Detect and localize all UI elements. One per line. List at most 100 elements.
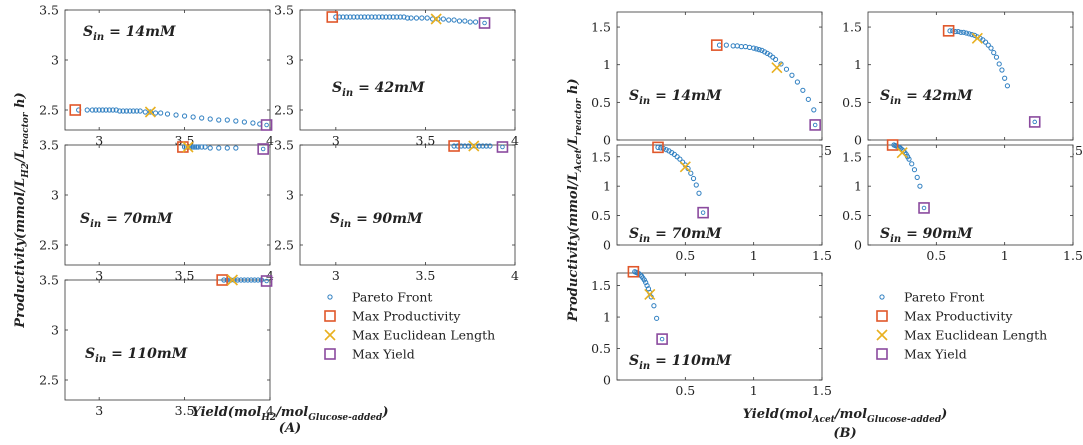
max-yield-marker [478,17,491,29]
pareto-point [96,107,102,113]
axes-box [616,11,823,141]
pareto-point [372,14,378,20]
y-tick-label: 1 [603,179,611,194]
pareto-point [906,156,912,162]
pareto-point [221,277,227,283]
pareto-point [358,14,364,20]
x-tick-label: 0.5 [926,248,946,263]
pareto-point [472,19,479,25]
x-tick-label: 3.5 [415,133,435,148]
max-productivity-marker [942,25,955,37]
x-tick-label: 3 [95,268,103,283]
x-tick-label: 4 [511,268,519,283]
pareto-point [181,113,188,119]
pareto-point [164,111,171,117]
legend-max-euclidean-label: Max Euclidean Length [904,328,1047,343]
x-tick-label: 1 [750,248,758,263]
pareto-point [764,50,770,57]
pareto-point [783,66,790,72]
pareto-point [181,144,188,150]
pareto-point [655,144,661,150]
pareto-point [1004,83,1011,89]
pareto-point [241,277,247,283]
pareto-point [340,14,346,20]
pareto-point [963,30,970,36]
y-tick-label: 0.5 [842,208,862,223]
pareto-point [958,29,964,35]
pareto-point [245,277,251,283]
pareto-point [252,277,258,283]
max-yield-marker [257,143,269,155]
legend-max-yield-label: Max Yield [904,347,967,362]
max-euclidean-marker [971,32,983,44]
pareto-point [158,110,164,116]
x-tick-label: 1.5 [812,383,832,398]
pareto-point [483,143,489,149]
pareto-point [996,61,1002,67]
pareto-point [1002,75,1008,81]
y-tick-label: 0 [603,133,611,148]
pareto-point [778,61,784,67]
subplot-b4: 0.5 1 1.5 0 0.5 1 1.5 Sin​ = 90mM [842,139,1083,263]
y-tick-label: 2.5 [39,238,59,253]
pareto-point [462,18,468,24]
pareto-point [117,108,123,114]
pareto-point [190,114,196,120]
x-tick-label: 1.5 [812,248,832,263]
pareto-point [84,107,90,113]
y-tick-label: 2.5 [274,238,294,253]
axes-box [64,144,271,266]
panel-label-a: (A) [279,421,301,436]
pareto-point [456,18,463,24]
pareto-point [192,144,198,150]
y-tick-label: 1 [603,310,611,325]
legend-pareto-marker [879,294,885,300]
pareto-point [985,42,991,48]
pareto-point [120,108,126,114]
pareto-point [248,277,254,283]
max-yield-inner-point [921,205,927,211]
x-tick-label: 4 [266,403,274,418]
legend-max-euclidean-marker [876,329,888,341]
pareto-point [993,54,1000,60]
pareto-point [199,144,205,150]
y-tick-label: 3.5 [39,273,59,288]
y-tick-label: 1 [854,179,862,194]
max-euclidean-marker [771,62,783,74]
max-euclidean-marker [896,147,908,159]
max-yield-inner-point [500,144,505,150]
pareto-point [446,17,452,23]
pareto-point [137,108,143,114]
x-tick-label: 0.5 [675,248,695,263]
pareto-point [234,277,241,283]
legend-pareto-marker [327,294,333,300]
pareto-point [365,14,371,20]
pareto-point [413,15,420,21]
y-tick-label: 3.5 [274,3,294,18]
y-tick-label: 0.5 [591,208,611,223]
pareto-point [347,14,353,20]
max-yield-inner-point [1032,119,1037,125]
legend-max-productivity-label: Max Productivity [352,309,461,324]
x-tick-label: 1 [750,383,758,398]
pareto-point [999,67,1005,73]
pareto-point [762,49,768,55]
pareto-point [255,277,261,283]
pareto-point [451,17,457,23]
max-euclidean-marker [644,288,656,300]
max-productivity-marker [69,104,82,116]
pareto-point [361,14,368,20]
pareto-point [113,107,119,113]
subplot-a1: 3 3.5 4 2.5 3 3.5 Sin​ = 14mM [39,3,274,149]
max-yield-inner-point [482,20,487,26]
x-tick-label: 3.5 [175,133,195,148]
y-tick-label: 3.5 [274,138,294,153]
axes-box [299,9,516,131]
pareto-point [966,31,972,37]
pareto-point [789,72,795,78]
max-yield-inner-point [264,122,269,128]
x-tick-label: 3.5 [175,403,195,418]
pareto-point [476,143,482,149]
y-tick-label: 1.5 [591,278,611,293]
